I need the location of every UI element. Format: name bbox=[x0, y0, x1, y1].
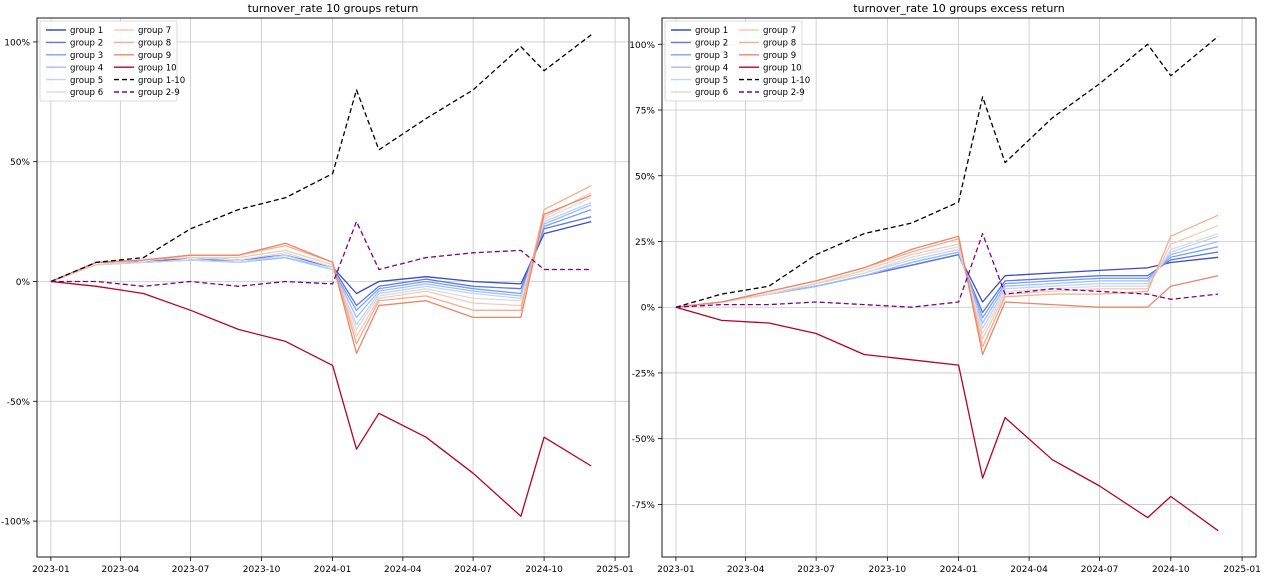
y-tick-label: -50% bbox=[7, 398, 31, 408]
legend-label: group 2-9 bbox=[763, 88, 805, 98]
legend-label: group 10 bbox=[138, 63, 177, 73]
legend-label: group 5 bbox=[70, 76, 103, 86]
x-tick-label: 2023-01 bbox=[657, 565, 695, 575]
plot-frame bbox=[36, 17, 630, 558]
series-line-12 bbox=[50, 220, 592, 287]
y-tick-label: -25% bbox=[632, 369, 656, 379]
x-tick-label: 2024-10 bbox=[1152, 565, 1190, 575]
y-tick-label: 100% bbox=[629, 41, 655, 51]
x-tick-label: 2024-07 bbox=[1081, 565, 1119, 575]
y-tick-label: -50% bbox=[632, 435, 656, 445]
y-tick-label: 100% bbox=[4, 38, 30, 48]
x-tick-label: 2023-10 bbox=[869, 565, 907, 575]
legend-box bbox=[664, 20, 803, 102]
y-tick-label: 75% bbox=[635, 107, 655, 117]
legend-label: group 8 bbox=[138, 39, 171, 49]
legend-label: group 3 bbox=[70, 51, 103, 61]
x-tick-label: 2024-10 bbox=[525, 565, 563, 575]
legend-label: group 2-9 bbox=[138, 88, 180, 98]
series-line-11 bbox=[50, 34, 592, 283]
y-tick-label: 25% bbox=[635, 238, 655, 248]
x-tick-label: 2024-01 bbox=[940, 565, 978, 575]
legend-label: group 1-10 bbox=[763, 76, 810, 86]
y-tick-label: 50% bbox=[635, 172, 655, 182]
series-line-4 bbox=[675, 240, 1219, 324]
legend-label: group 10 bbox=[763, 63, 802, 73]
legend-label: group 2 bbox=[70, 39, 103, 49]
legend-label: group 1 bbox=[70, 26, 103, 36]
x-tick-label: 2023-10 bbox=[243, 565, 281, 575]
legend-label: group 7 bbox=[763, 26, 796, 36]
legend-label: group 6 bbox=[70, 88, 103, 98]
legend-label: group 8 bbox=[763, 39, 796, 49]
x-tick-label: 2024-07 bbox=[454, 565, 492, 575]
legend-label: group 1-10 bbox=[138, 76, 185, 86]
y-tick-label: -100% bbox=[1, 518, 30, 528]
legend-label: group 3 bbox=[695, 51, 728, 61]
x-tick-label: 2023-04 bbox=[102, 565, 140, 575]
x-tick-label: 2023-07 bbox=[797, 565, 835, 575]
series-line-12 bbox=[675, 232, 1219, 308]
series-line-9 bbox=[50, 194, 592, 355]
x-tick-label: 2023-04 bbox=[727, 565, 765, 575]
legend-label: group 9 bbox=[138, 51, 171, 61]
plot-frame bbox=[661, 17, 1257, 558]
legend-label: group 4 bbox=[695, 63, 728, 73]
x-tick-label: 2023-01 bbox=[32, 565, 70, 575]
legend-label: group 7 bbox=[138, 26, 171, 36]
y-tick-label: -75% bbox=[632, 501, 656, 511]
x-tick-label: 2024-01 bbox=[314, 565, 352, 575]
chart-panel-1: turnover_rate 10 groups return -100% -50% 0… bbox=[1, 2, 634, 575]
legend-label: group 5 bbox=[695, 76, 728, 86]
chart-title: turnover_rate 10 groups excess return bbox=[853, 2, 1064, 15]
legend-label: group 1 bbox=[695, 26, 728, 36]
x-tick-label: 2024-04 bbox=[1010, 565, 1048, 575]
legend-label: group 6 bbox=[695, 88, 728, 98]
chart-panel-2: turnover_rate 10 groups excess return -75… bbox=[629, 2, 1261, 575]
legend-label: group 2 bbox=[695, 39, 728, 49]
x-tick-label: 2023-07 bbox=[172, 565, 210, 575]
series-line-10 bbox=[675, 306, 1219, 532]
series-line-5 bbox=[675, 235, 1219, 329]
y-tick-label: 50% bbox=[10, 158, 30, 168]
y-tick-label: 0% bbox=[641, 304, 656, 314]
series-line-2 bbox=[675, 251, 1219, 314]
legend: group 1 group 2 group 3 group 4 group 5 group… bbox=[39, 20, 185, 102]
series-line-9 bbox=[675, 235, 1219, 356]
series-line-6 bbox=[50, 197, 592, 331]
x-tick-label: 2024-04 bbox=[384, 565, 422, 575]
series-line-10 bbox=[50, 280, 592, 517]
legend-box bbox=[39, 20, 178, 102]
y-tick-label: 0% bbox=[16, 278, 31, 288]
legend-label: group 9 bbox=[763, 51, 796, 61]
series-line-11 bbox=[675, 35, 1219, 308]
chart-title: turnover_rate 10 groups return bbox=[248, 2, 419, 15]
x-tick-label: 2025-01 bbox=[1223, 565, 1261, 575]
legend-label: group 4 bbox=[70, 63, 103, 73]
x-tick-label: 2025-01 bbox=[596, 565, 634, 575]
legend: group 1 group 2 group 3 group 4 group 5 group… bbox=[664, 20, 810, 102]
